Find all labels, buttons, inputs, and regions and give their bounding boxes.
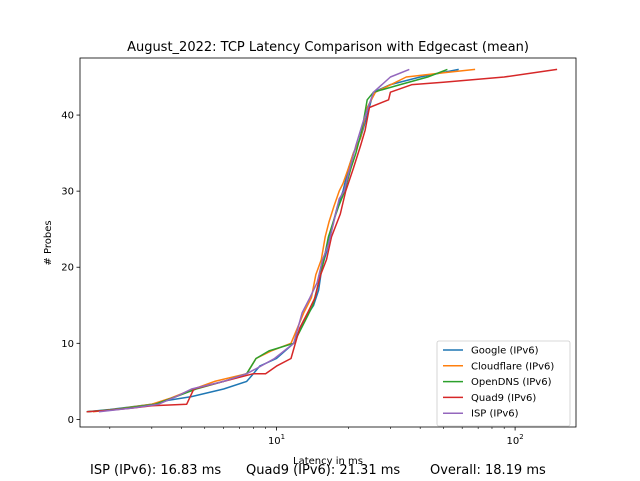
summary-footer: ISP (IPv6): 16.83 ms Quad9 (IPv6): 21.31… [0,463,640,481]
series-line-google-ipv6 [86,68,459,413]
series-line-opendns-ipv6 [86,68,448,413]
quad9-mean-text: Quad9 (IPv6): 21.31 ms [246,463,401,478]
x-tick-label: 101 [268,433,285,447]
series-line-quad9-ipv6 [86,68,558,413]
legend-label-cloudflare-ipv6: Cloudflare (IPv6) [471,361,554,372]
y-tick-label: 10 [61,339,74,350]
plot-lines [86,68,558,413]
y-tick-label: 0 [68,415,74,426]
series-line-isp-ipv6 [98,68,410,413]
chart-title: August_2022: TCP Latency Comparison with… [127,40,529,55]
y-tick-label: 20 [61,263,74,274]
legend: Google (IPv6) Cloudflare (IPv6) OpenDNS (I… [436,340,571,427]
y-axis-label: # Probes [43,220,54,265]
x-axis: 101 102 [109,427,524,447]
legend-label-quad9-ipv6: Quad9 (IPv6) [471,393,536,404]
x-axis-label: Latency in ms [293,456,363,467]
y-tick-label: 40 [61,111,74,122]
legend-box [436,340,571,427]
y-tick-label: 30 [61,187,74,198]
isp-mean-text: ISP (IPv6): 16.83 ms [90,463,222,478]
overall-mean-text: Overall: 18.19 ms [430,463,546,478]
plot-frame [79,57,577,428]
legend-label-opendns-ipv6: OpenDNS (IPv6) [471,377,552,388]
legend-label-google-ipv6: Google (IPv6) [471,346,539,357]
y-axis: 0 10 20 30 40 [61,111,80,426]
series-line-cloudflare-ipv6 [92,68,476,413]
legend-label-isp-ipv6: ISP (IPv6) [471,409,519,420]
x-tick-label: 102 [507,433,524,447]
